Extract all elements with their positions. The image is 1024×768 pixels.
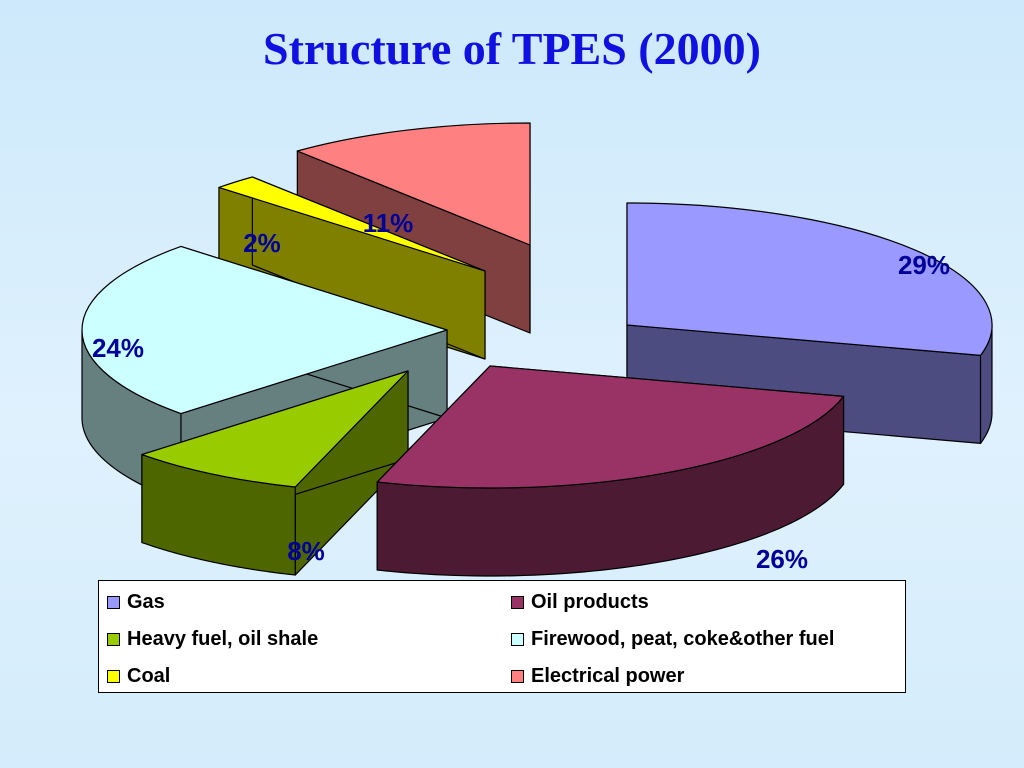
legend-item-heavy-fuel: Heavy fuel, oil shale xyxy=(107,628,318,651)
legend-swatch-coal xyxy=(107,670,120,683)
legend-label: Firewood, peat, coke&other fuel xyxy=(531,628,835,650)
data-label-coal: 2% xyxy=(243,228,281,258)
pie-top-layer xyxy=(81,122,993,489)
slice-oil-products xyxy=(376,365,845,489)
data-label-electrical-power: 11% xyxy=(363,208,414,238)
legend-swatch-electrical-power xyxy=(511,670,524,683)
legend-swatch-heavy-fuel xyxy=(107,633,120,646)
legend-item-gas: Gas xyxy=(107,591,165,614)
legend-label: Gas xyxy=(127,591,165,613)
slice-firewood-peat-coke-other-fuel xyxy=(81,245,448,415)
legend-item-firewood: Firewood, peat, coke&other fuel xyxy=(511,628,834,651)
slice-gas xyxy=(626,202,993,356)
data-label-oil-products: 26% xyxy=(756,544,808,574)
legend-label: Coal xyxy=(127,665,171,687)
slice-electrical-power xyxy=(296,122,531,246)
legend-item-oil-products: Oil products xyxy=(511,591,649,614)
data-label-gas: 29% xyxy=(898,250,950,280)
data-label-firewood-peat-coke-other-fuel: 24% xyxy=(92,333,144,363)
data-label-heavy-fuel-oil-shale: 8% xyxy=(287,536,325,566)
slice-coal xyxy=(218,176,486,272)
slice-heavy-fuel-oil-shale xyxy=(141,370,409,488)
legend-swatch-oil-products xyxy=(511,596,524,609)
legend-label: Electrical power xyxy=(531,665,685,687)
legend-item-coal: Coal xyxy=(107,665,170,688)
chart-legend: Gas Oil products Heavy fuel, oil shale F… xyxy=(98,580,906,693)
legend-label: Oil products xyxy=(531,591,649,613)
legend-label: Heavy fuel, oil shale xyxy=(127,628,319,650)
legend-swatch-gas xyxy=(107,596,120,609)
page-title: Structure of TPES (2000) xyxy=(263,23,761,74)
legend-item-electrical-power: Electrical power xyxy=(511,665,684,688)
legend-swatch-firewood xyxy=(511,633,524,646)
